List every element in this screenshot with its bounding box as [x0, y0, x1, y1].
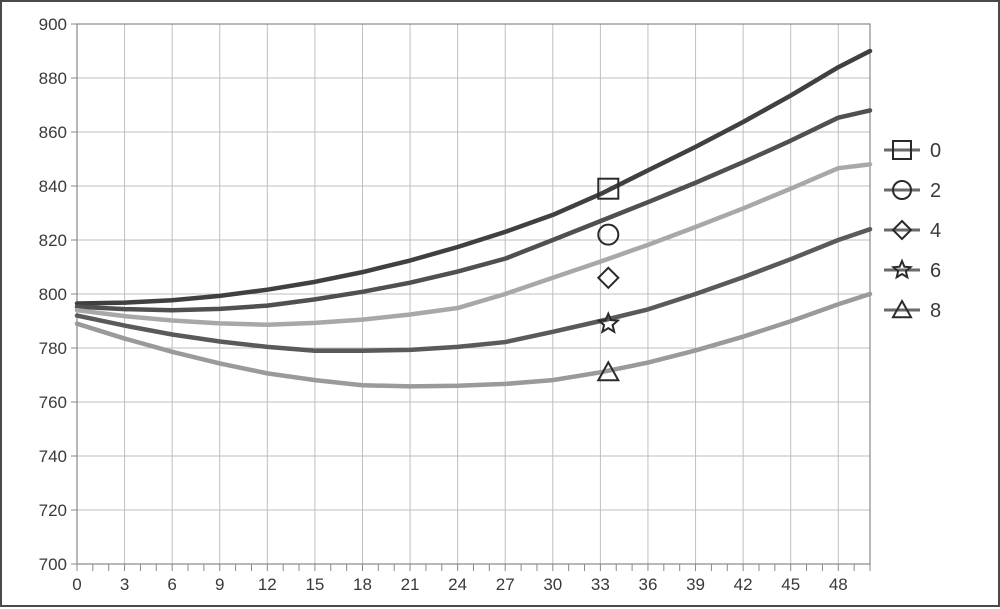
- x-tick-label: 9: [215, 575, 224, 594]
- line-chart: 0369121518212427303336394245487007207407…: [2, 2, 1000, 609]
- x-tick-label: 3: [120, 575, 129, 594]
- x-tick-label: 27: [496, 575, 515, 594]
- x-tick-label: 15: [305, 575, 324, 594]
- legend-item-2: 2: [884, 180, 941, 202]
- y-tick-label: 880: [39, 69, 67, 88]
- y-tick-label: 720: [39, 501, 67, 520]
- legend-label: 4: [930, 220, 941, 242]
- y-tick-label: 820: [39, 231, 67, 250]
- x-tick-label: 18: [353, 575, 372, 594]
- x-tick-label: 42: [734, 575, 753, 594]
- x-tick-label: 24: [448, 575, 467, 594]
- y-tick-label: 760: [39, 393, 67, 412]
- x-tick-label: 45: [781, 575, 800, 594]
- x-tick-label: 48: [829, 575, 848, 594]
- y-tick-label: 840: [39, 177, 67, 196]
- x-tick-label: 30: [543, 575, 562, 594]
- x-tick-label: 39: [686, 575, 705, 594]
- y-tick-label: 740: [39, 447, 67, 466]
- legend-item-4: 4: [884, 220, 941, 242]
- legend-label: 6: [930, 260, 941, 282]
- x-tick-label: 21: [401, 575, 420, 594]
- chart-container: 0369121518212427303336394245487007207407…: [0, 0, 1000, 607]
- x-tick-label: 0: [72, 575, 81, 594]
- legend-label: 0: [930, 140, 941, 162]
- y-tick-label: 780: [39, 339, 67, 358]
- y-tick-label: 800: [39, 285, 67, 304]
- legend-item-6: 6: [884, 260, 941, 282]
- x-tick-label: 12: [258, 575, 277, 594]
- legend-item-8: 8: [884, 300, 941, 322]
- legend-label: 8: [930, 300, 941, 322]
- legend-item-0: 0: [884, 140, 941, 162]
- y-tick-label: 900: [39, 15, 67, 34]
- y-tick-label: 860: [39, 123, 67, 142]
- x-tick-label: 6: [167, 575, 176, 594]
- x-tick-label: 33: [591, 575, 610, 594]
- x-tick-label: 36: [638, 575, 657, 594]
- legend-label: 2: [930, 180, 941, 202]
- y-tick-label: 700: [39, 555, 67, 574]
